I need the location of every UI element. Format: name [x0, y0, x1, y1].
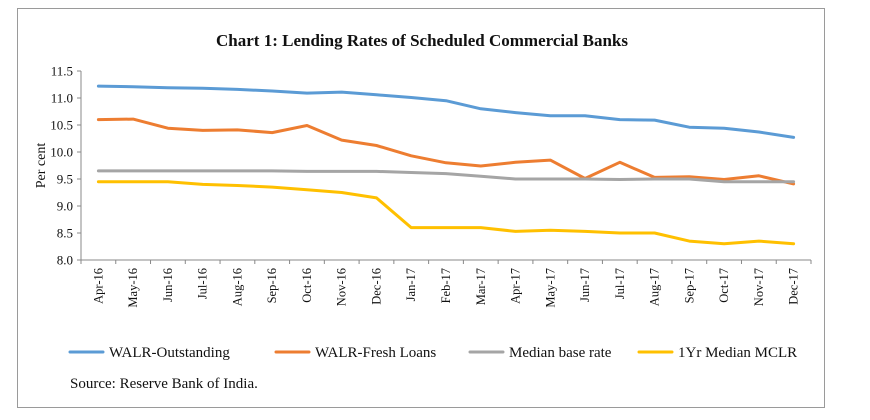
- x-tick-label: Jan-17: [404, 268, 418, 301]
- x-tick-label: Aug-17: [648, 268, 662, 306]
- x-tick-label: Feb-17: [439, 268, 453, 303]
- x-tick-label: Nov-16: [335, 268, 349, 306]
- y-tick-label: 10.5: [50, 118, 73, 133]
- series-line-median-base-rate: [96, 169, 796, 184]
- y-axis-title: Per cent: [34, 143, 49, 189]
- x-tick-label: Dec-16: [369, 268, 383, 305]
- legend-label: WALR-Fresh Loans: [315, 345, 436, 361]
- x-tick-label: Oct-16: [300, 268, 314, 303]
- legend-label: WALR-Outstanding: [109, 345, 230, 361]
- source-note: Source: Reserve Bank of India.: [70, 376, 258, 392]
- x-tick-label: Aug-16: [230, 268, 244, 306]
- y-tick-label: 11.5: [51, 64, 73, 79]
- x-tick-label: Sep-16: [265, 268, 279, 303]
- x-tick-label: May-16: [126, 268, 140, 308]
- x-tick-label: Nov-17: [752, 268, 766, 306]
- series-line-walr-outstanding: [96, 84, 796, 139]
- x-tick-label: Jun-17: [578, 268, 592, 302]
- series-line-walr-fresh-loans: [96, 117, 796, 186]
- line-chart: 8.0 8.5 9.0 9.5 10.0 10.5 11.0 11.5 Per cent Apr-…: [34, 64, 812, 361]
- y-tick-label: 10.0: [50, 145, 73, 160]
- x-tick-label: Mar-17: [474, 268, 488, 305]
- x-tick-label: May-17: [543, 268, 557, 308]
- x-tick-label: Oct-17: [717, 268, 731, 303]
- x-tick-label: Sep-17: [682, 268, 696, 303]
- y-tick-label: 11.0: [51, 91, 73, 106]
- legend-label: 1Yr Median MCLR: [678, 345, 797, 361]
- y-tick-label: 9.5: [57, 172, 73, 187]
- x-tick-label: Dec-17: [787, 268, 801, 305]
- y-tick-label: 9.0: [57, 199, 73, 214]
- x-tick-label: Jul-17: [613, 268, 627, 299]
- x-tick-label: Jun-16: [161, 268, 175, 302]
- y-tick-label: 8.0: [57, 253, 73, 268]
- chart-frame: Chart 1: Lending Rates of Scheduled Comm…: [17, 8, 825, 408]
- x-tick-label: Apr-16: [91, 268, 105, 304]
- y-tick-label: 8.5: [57, 226, 73, 241]
- x-tick-label: Apr-17: [509, 268, 523, 304]
- series-line-1yr-median-mclr: [96, 180, 796, 246]
- legend-label: Median base rate: [509, 345, 612, 361]
- chart-title: Chart 1: Lending Rates of Scheduled Comm…: [216, 31, 628, 50]
- x-tick-label: Jul-16: [196, 268, 210, 299]
